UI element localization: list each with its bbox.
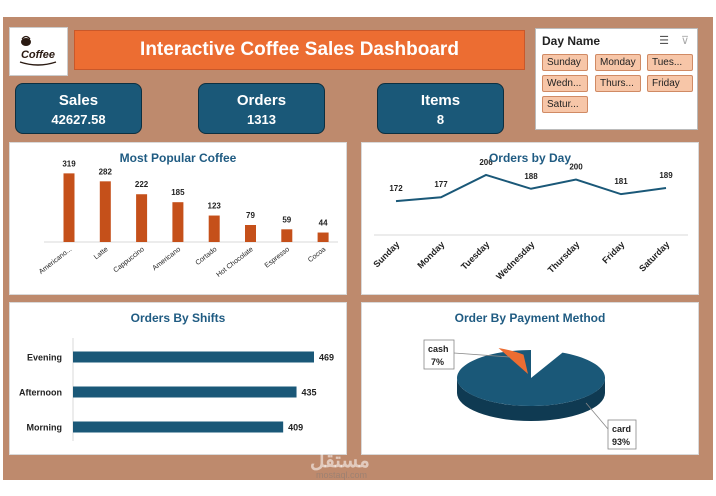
bar bbox=[245, 225, 256, 242]
bar bbox=[281, 229, 293, 242]
label-cash-name: cash bbox=[428, 344, 449, 354]
x-tick-label: Friday bbox=[600, 239, 626, 265]
kpi-label: Sales bbox=[58, 92, 99, 109]
slicer-title: Day Name bbox=[542, 34, 601, 48]
pie-side-wall bbox=[457, 378, 605, 421]
multi-select-icon[interactable]: ☰ bbox=[659, 35, 669, 47]
slicer-button-monday[interactable]: Monday bbox=[595, 54, 641, 71]
x-tick-label: Sunday bbox=[371, 239, 401, 269]
slicer-button-tuesday[interactable]: Tues... bbox=[647, 54, 693, 71]
chart-panel-popular-coffee: Most Popular Coffee 319 Americano... 282 La… bbox=[9, 142, 347, 295]
x-tick-label: Cocoa bbox=[307, 246, 327, 264]
data-label: 409 bbox=[288, 423, 303, 433]
y-tick-label: Evening bbox=[27, 353, 62, 363]
data-label: 469 bbox=[319, 353, 334, 363]
watermark-arabic: مستقل bbox=[310, 450, 370, 472]
bar bbox=[73, 421, 284, 433]
slicer-button-wednesday[interactable]: Wedn... bbox=[542, 75, 588, 92]
x-tick-label: Americano bbox=[151, 246, 182, 272]
data-label: 319 bbox=[62, 159, 76, 168]
kpi-value: 8 bbox=[436, 112, 445, 127]
bar bbox=[73, 351, 314, 363]
data-label: 189 bbox=[659, 171, 673, 180]
bar bbox=[99, 181, 111, 242]
data-label: 282 bbox=[99, 167, 113, 176]
logo-text: Coffee bbox=[21, 49, 55, 61]
chart-panel-orders-by-shifts: Orders By Shifts 469 Evening 435 Afternoon 4… bbox=[9, 302, 347, 455]
x-tick-label: Cappuccino bbox=[112, 246, 146, 274]
label-card-name: card bbox=[612, 424, 631, 434]
y-tick-label: Afternoon bbox=[19, 388, 62, 398]
data-label: 206 bbox=[479, 158, 493, 167]
data-label: 222 bbox=[135, 180, 149, 189]
kpi-label: Orders bbox=[236, 92, 287, 109]
x-tick-label: Latte bbox=[93, 246, 110, 261]
leader-line-cash bbox=[453, 352, 511, 358]
label-card-value: 93% bbox=[612, 437, 630, 447]
kpi-card-sales: Sales 42627.58 bbox=[15, 83, 142, 134]
chart-title: Orders By Shifts bbox=[130, 311, 226, 325]
data-label: 177 bbox=[434, 180, 448, 189]
x-tick-label: Americano... bbox=[38, 246, 73, 276]
chart-title: Most Popular Coffee bbox=[119, 151, 237, 165]
x-tick-label: Saturday bbox=[637, 239, 671, 273]
x-tick-label: Espresso bbox=[264, 246, 291, 270]
kpi-value: 42627.58 bbox=[51, 112, 106, 127]
slicer-button-saturday[interactable]: Satur... bbox=[542, 96, 588, 113]
x-tick-label: Thursday bbox=[546, 239, 582, 275]
bar bbox=[317, 232, 329, 242]
x-tick-label: Monday bbox=[415, 239, 446, 270]
x-tick-label: Hot Chocolate bbox=[215, 246, 254, 279]
kpi-card-items: Items 8 bbox=[377, 83, 504, 134]
slicer-button-sunday[interactable]: Sunday bbox=[542, 54, 588, 71]
data-label: 59 bbox=[282, 215, 291, 224]
coffee-logo: Coffee bbox=[9, 27, 68, 76]
data-label: 172 bbox=[389, 184, 403, 193]
chart-panel-payment-method: Order By Payment Method cash 7% card 93% bbox=[361, 302, 699, 455]
slicer-button-thursday[interactable]: Thurs... bbox=[595, 75, 641, 92]
x-tick-label: Cortado bbox=[194, 246, 218, 267]
label-box-cash bbox=[423, 339, 455, 370]
bar bbox=[208, 215, 220, 242]
kpi-label: Items bbox=[420, 92, 461, 109]
leader-line-card bbox=[585, 402, 609, 430]
data-label: 185 bbox=[171, 188, 185, 197]
pie-slice-cash bbox=[498, 348, 528, 374]
x-tick-label: Wednesday bbox=[494, 239, 536, 281]
chart-panel-orders-by-day: Orders by Day 172 Sunday 177 Monday 206 Tuesd… bbox=[361, 142, 699, 295]
chart-title: Orders by Day bbox=[488, 151, 572, 165]
x-tick-label: Tuesday bbox=[459, 239, 491, 271]
watermark-latin: mostaql.com bbox=[316, 470, 368, 480]
bar bbox=[136, 194, 148, 242]
data-label: 435 bbox=[302, 388, 317, 398]
slicer-button-friday[interactable]: Friday bbox=[647, 75, 693, 92]
pie-slice-card bbox=[457, 350, 605, 406]
y-tick-label: Morning bbox=[27, 423, 63, 433]
day-name-slicer: Day Name ☰ ⊽ Sunday Monday Tues... Wedn.… bbox=[535, 28, 698, 130]
chart-title: Order By Payment Method bbox=[454, 311, 606, 325]
kpi-value: 1313 bbox=[247, 112, 276, 127]
data-label: 123 bbox=[208, 202, 222, 211]
data-label: 188 bbox=[524, 172, 538, 181]
data-label: 79 bbox=[246, 211, 255, 220]
kpi-card-orders: Orders 1313 bbox=[198, 83, 325, 134]
bar bbox=[73, 386, 297, 398]
popular-coffee-chart: 319 Americano... 282 Latte 222 Cappuccino 185 A… bbox=[38, 159, 338, 279]
coffee-cup-icon: Coffee bbox=[19, 35, 57, 66]
page-title: Interactive Coffee Sales Dashboard bbox=[74, 30, 525, 70]
data-label: 181 bbox=[614, 177, 628, 186]
orders-by-shifts-chart: 469 Evening 435 Afternoon 409 Morning bbox=[19, 338, 334, 441]
label-cash-value: 7% bbox=[431, 357, 444, 367]
label-box-card bbox=[607, 419, 637, 450]
bar bbox=[172, 202, 184, 242]
payment-method-chart: cash 7% card 93% bbox=[423, 339, 637, 450]
data-label: 44 bbox=[319, 219, 328, 228]
data-label: 200 bbox=[569, 163, 583, 172]
orders-by-day-chart: 172 Sunday 177 Monday 206 Tuesday 188 Wednesday… bbox=[371, 158, 688, 282]
bar bbox=[63, 173, 75, 242]
clear-filter-icon[interactable]: ⊽ bbox=[680, 35, 689, 47]
